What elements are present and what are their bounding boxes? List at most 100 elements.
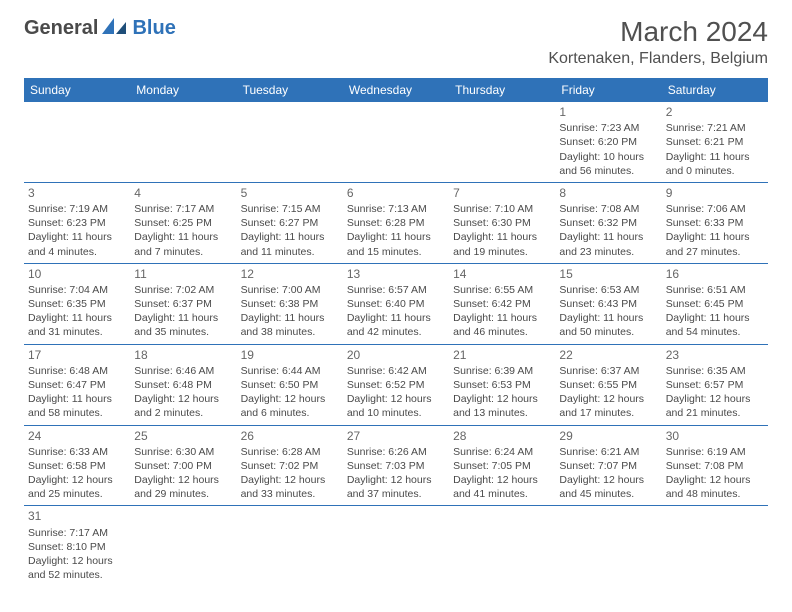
day-number: 4 [134,185,232,201]
sunrise-text: Sunrise: 7:17 AM [134,202,232,216]
day-number: 18 [134,347,232,363]
day-number: 13 [347,266,445,282]
day-number: 15 [559,266,657,282]
sunset-text: Sunset: 6:33 PM [666,216,764,230]
sunrise-text: Sunrise: 7:13 AM [347,202,445,216]
day-number: 2 [666,104,764,120]
location: Kortenaken, Flanders, Belgium [548,50,768,68]
sunrise-text: Sunrise: 6:53 AM [559,283,657,297]
logo-text-blue: Blue [132,17,175,40]
sunrise-text: Sunrise: 7:10 AM [453,202,551,216]
calendar-day-cell: 21Sunrise: 6:39 AMSunset: 6:53 PMDayligh… [449,344,555,425]
calendar-day-cell [130,506,236,586]
daylight-text: Daylight: 12 hours and 41 minutes. [453,473,551,501]
calendar-week-row: 17Sunrise: 6:48 AMSunset: 6:47 PMDayligh… [24,344,768,425]
daylight-text: Daylight: 11 hours and 35 minutes. [134,311,232,339]
calendar-day-cell: 20Sunrise: 6:42 AMSunset: 6:52 PMDayligh… [343,344,449,425]
sunset-text: Sunset: 7:05 PM [453,459,551,473]
calendar-day-cell: 12Sunrise: 7:00 AMSunset: 6:38 PMDayligh… [237,263,343,344]
weekday-header: Monday [130,78,236,102]
daylight-text: Daylight: 11 hours and 15 minutes. [347,230,445,258]
daylight-text: Daylight: 11 hours and 42 minutes. [347,311,445,339]
daylight-text: Daylight: 12 hours and 21 minutes. [666,392,764,420]
calendar-day-cell [343,506,449,586]
daylight-text: Daylight: 11 hours and 27 minutes. [666,230,764,258]
daylight-text: Daylight: 12 hours and 48 minutes. [666,473,764,501]
weekday-header: Sunday [24,78,130,102]
calendar-day-cell [449,506,555,586]
calendar-day-cell: 7Sunrise: 7:10 AMSunset: 6:30 PMDaylight… [449,182,555,263]
logo: General Blue [24,16,176,41]
calendar-day-cell: 24Sunrise: 6:33 AMSunset: 6:58 PMDayligh… [24,425,130,506]
calendar-day-cell [237,102,343,182]
daylight-text: Daylight: 11 hours and 54 minutes. [666,311,764,339]
sunrise-text: Sunrise: 6:28 AM [241,445,339,459]
sunrise-text: Sunrise: 6:46 AM [134,364,232,378]
day-number: 7 [453,185,551,201]
sunset-text: Sunset: 6:35 PM [28,297,126,311]
sunset-text: Sunset: 6:42 PM [453,297,551,311]
day-number: 11 [134,266,232,282]
sunset-text: Sunset: 6:52 PM [347,378,445,392]
daylight-text: Daylight: 11 hours and 31 minutes. [28,311,126,339]
sunset-text: Sunset: 7:08 PM [666,459,764,473]
daylight-text: Daylight: 12 hours and 33 minutes. [241,473,339,501]
calendar-body: 1Sunrise: 7:23 AMSunset: 6:20 PMDaylight… [24,102,768,586]
calendar-week-row: 31Sunrise: 7:17 AMSunset: 8:10 PMDayligh… [24,506,768,586]
sunset-text: Sunset: 7:07 PM [559,459,657,473]
calendar-day-cell [343,102,449,182]
calendar-day-cell: 15Sunrise: 6:53 AMSunset: 6:43 PMDayligh… [555,263,661,344]
sunrise-text: Sunrise: 6:33 AM [28,445,126,459]
sunrise-text: Sunrise: 6:55 AM [453,283,551,297]
day-number: 23 [666,347,764,363]
daylight-text: Daylight: 11 hours and 19 minutes. [453,230,551,258]
sunrise-text: Sunrise: 7:04 AM [28,283,126,297]
daylight-text: Daylight: 12 hours and 17 minutes. [559,392,657,420]
daylight-text: Daylight: 11 hours and 50 minutes. [559,311,657,339]
sunset-text: Sunset: 6:50 PM [241,378,339,392]
sunset-text: Sunset: 6:58 PM [28,459,126,473]
calendar-header-row: SundayMondayTuesdayWednesdayThursdayFrid… [24,78,768,102]
daylight-text: Daylight: 12 hours and 6 minutes. [241,392,339,420]
sunrise-text: Sunrise: 6:19 AM [666,445,764,459]
calendar-day-cell: 2Sunrise: 7:21 AMSunset: 6:21 PMDaylight… [662,102,768,182]
calendar-day-cell [449,102,555,182]
calendar-day-cell: 6Sunrise: 7:13 AMSunset: 6:28 PMDaylight… [343,182,449,263]
day-number: 27 [347,428,445,444]
day-number: 20 [347,347,445,363]
sunset-text: Sunset: 6:48 PM [134,378,232,392]
sunset-text: Sunset: 6:27 PM [241,216,339,230]
sunrise-text: Sunrise: 7:17 AM [28,526,126,540]
sunrise-text: Sunrise: 6:30 AM [134,445,232,459]
sunset-text: Sunset: 6:37 PM [134,297,232,311]
calendar-week-row: 3Sunrise: 7:19 AMSunset: 6:23 PMDaylight… [24,182,768,263]
sunset-text: Sunset: 7:02 PM [241,459,339,473]
sunset-text: Sunset: 6:47 PM [28,378,126,392]
calendar-table: SundayMondayTuesdayWednesdayThursdayFrid… [24,78,768,586]
day-number: 17 [28,347,126,363]
sunrise-text: Sunrise: 6:57 AM [347,283,445,297]
month-title: March 2024 [548,16,768,48]
sunset-text: Sunset: 6:25 PM [134,216,232,230]
calendar-day-cell: 8Sunrise: 7:08 AMSunset: 6:32 PMDaylight… [555,182,661,263]
sunset-text: Sunset: 7:03 PM [347,459,445,473]
sunset-text: Sunset: 6:28 PM [347,216,445,230]
sunrise-text: Sunrise: 6:35 AM [666,364,764,378]
weekday-header: Friday [555,78,661,102]
calendar-week-row: 1Sunrise: 7:23 AMSunset: 6:20 PMDaylight… [24,102,768,182]
sunset-text: Sunset: 6:38 PM [241,297,339,311]
day-number: 24 [28,428,126,444]
calendar-day-cell [555,506,661,586]
daylight-text: Daylight: 11 hours and 46 minutes. [453,311,551,339]
day-number: 22 [559,347,657,363]
daylight-text: Daylight: 12 hours and 10 minutes. [347,392,445,420]
sunrise-text: Sunrise: 6:21 AM [559,445,657,459]
sunset-text: Sunset: 6:21 PM [666,135,764,149]
day-number: 8 [559,185,657,201]
daylight-text: Daylight: 11 hours and 0 minutes. [666,150,764,178]
day-number: 28 [453,428,551,444]
calendar-week-row: 10Sunrise: 7:04 AMSunset: 6:35 PMDayligh… [24,263,768,344]
sunset-text: Sunset: 6:55 PM [559,378,657,392]
daylight-text: Daylight: 12 hours and 52 minutes. [28,554,126,582]
calendar-day-cell: 29Sunrise: 6:21 AMSunset: 7:07 PMDayligh… [555,425,661,506]
